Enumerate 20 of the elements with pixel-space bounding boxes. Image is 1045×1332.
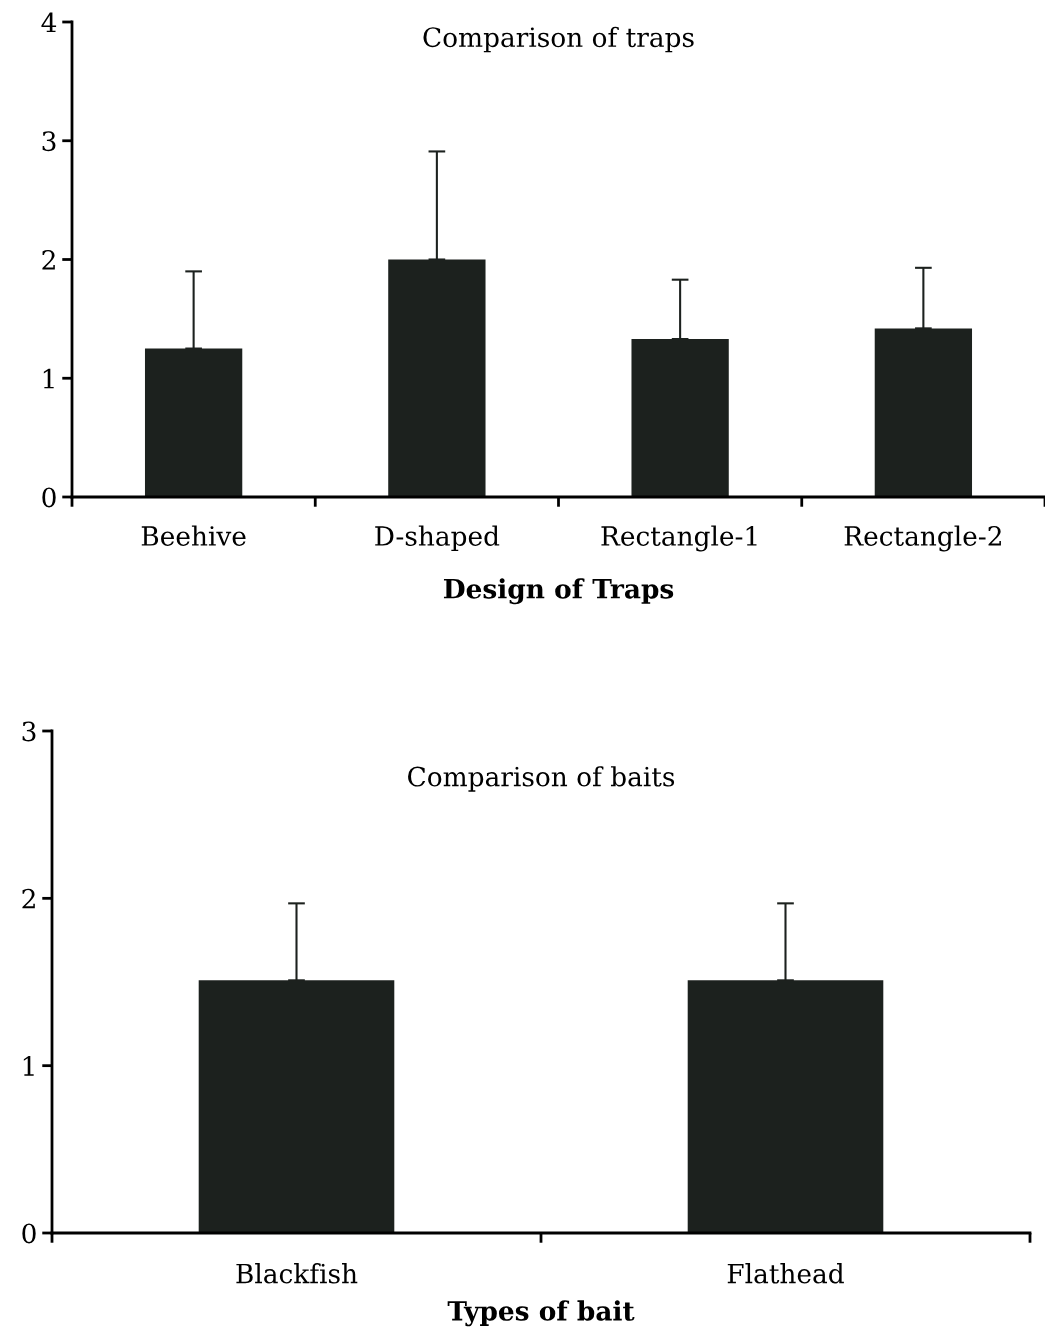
y-tick-label: 3 <box>22 721 36 742</box>
x-tick-label: D-shaped <box>375 525 500 552</box>
x-tick-label: Rectangle-2 <box>844 525 1001 552</box>
bar <box>388 259 486 497</box>
y-tick-label: 4 <box>41 12 57 33</box>
x-axis-title: Design of Traps <box>443 578 674 605</box>
chart-title: Comparison of traps <box>423 26 694 53</box>
y-tick-label: 0 <box>42 487 56 508</box>
text: Comparison of baits <box>408 766 675 792</box>
y-tick-label: 0 <box>22 1223 36 1244</box>
x-tick-label: Blackfish <box>236 1263 358 1284</box>
y-tick-label: 1 <box>43 368 54 389</box>
x-tick-label: Beehive <box>141 525 246 546</box>
x-tick-label: Flathead <box>727 1263 844 1284</box>
x-axis-title: Types of bait <box>447 1300 635 1327</box>
x-tick-label: Rectangle-1 <box>601 525 757 552</box>
y-tick-label: 2 <box>42 249 55 270</box>
y-tick-label: 2 <box>22 888 35 909</box>
y-tick-label: 3 <box>42 131 56 152</box>
y-tick-label: 1 <box>23 1056 34 1076</box>
